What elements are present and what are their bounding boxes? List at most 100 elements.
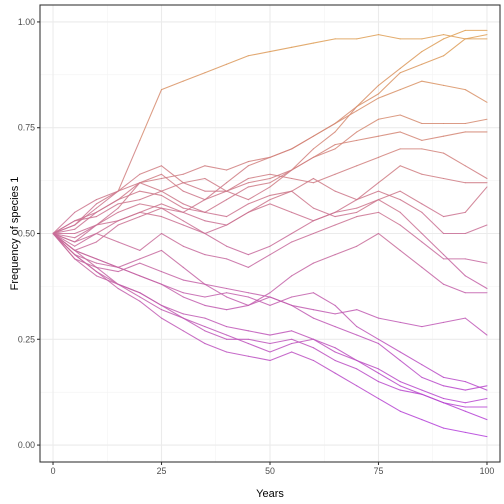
series-segment (443, 84, 466, 91)
series-segment (377, 67, 401, 86)
series-segment (117, 182, 141, 192)
series-segment (356, 309, 380, 319)
series-segment (443, 317, 466, 323)
series-segment (74, 254, 97, 273)
series-segment (182, 330, 206, 345)
series-segment (204, 232, 228, 247)
series-segment (269, 296, 293, 306)
x-tick-label: 100 (480, 466, 495, 476)
series-segment (443, 254, 466, 277)
series-segment (356, 118, 380, 133)
series-segment (226, 304, 249, 311)
series-segment (377, 317, 401, 323)
series-segment (443, 283, 466, 294)
series-segment (74, 207, 97, 226)
series-segment (291, 211, 314, 222)
series-segment (247, 292, 271, 298)
series-segment (247, 177, 271, 184)
series-segment (139, 275, 163, 285)
series-segment (356, 359, 380, 374)
series-segment (399, 165, 423, 175)
series-segment (247, 292, 271, 306)
series-segment (312, 173, 336, 184)
series-segment (421, 393, 445, 404)
series-segment (139, 296, 163, 311)
series-segment (356, 199, 380, 209)
series-segment (52, 232, 76, 243)
series-segment (226, 190, 249, 201)
series-segment (399, 63, 423, 74)
series-segment (356, 182, 380, 201)
series-segment (443, 34, 466, 40)
series-segment (312, 338, 336, 349)
series-segment (377, 34, 401, 40)
series-segment (356, 156, 380, 167)
series-segment (421, 38, 445, 53)
series-segment (182, 182, 206, 192)
series-segment (160, 173, 184, 180)
series-segment (269, 338, 293, 345)
series-segment (95, 266, 119, 273)
series-segment (247, 245, 271, 256)
series-segment (182, 279, 206, 285)
series-segment (377, 165, 401, 184)
series-segment (312, 359, 336, 374)
series-segment (160, 203, 184, 213)
series-segment (356, 385, 380, 400)
series-segment (204, 330, 228, 340)
series-line-20 (52, 232, 488, 438)
series-segment (312, 144, 336, 158)
series-segment (226, 182, 249, 192)
series-segment (443, 402, 466, 408)
series-segment (377, 199, 401, 213)
series-segment (269, 275, 293, 294)
series-segment (226, 177, 249, 192)
series-segment (443, 38, 466, 57)
series-segment (269, 169, 293, 180)
series-segment (464, 186, 488, 213)
series-segment (464, 397, 488, 404)
series-segment (269, 169, 293, 188)
series-segment (226, 203, 249, 218)
series-segment (139, 177, 163, 184)
series-segment (421, 55, 445, 65)
series-segment (464, 165, 488, 180)
series-segment (139, 165, 163, 175)
series-segment (464, 118, 488, 125)
series-line-1 (52, 34, 488, 235)
series-segment (182, 266, 206, 285)
series-segment (291, 42, 314, 48)
series-segment (247, 186, 271, 201)
series-segment (247, 156, 271, 163)
series-line-11 (52, 199, 488, 290)
series-segment (421, 203, 445, 218)
series-segment (52, 224, 76, 235)
series-segment (204, 63, 228, 74)
series-segment (160, 194, 184, 209)
series-segment (247, 330, 271, 336)
series-segment (377, 211, 401, 226)
series-segment (52, 232, 76, 239)
series-segment (269, 203, 293, 213)
series-segment (226, 258, 249, 268)
series-segment (399, 410, 423, 421)
series-segment (74, 203, 97, 226)
series-segment (95, 190, 119, 205)
series-segment (334, 165, 358, 175)
series-segment (334, 190, 358, 201)
series-segment (74, 199, 97, 213)
series-segment (399, 199, 423, 213)
series-segment (464, 410, 488, 421)
series-segment (204, 304, 228, 311)
y-tick-label: 0.75 (18, 123, 35, 133)
series-segment (204, 342, 228, 353)
series-segment (226, 165, 249, 184)
series-segment (443, 152, 466, 167)
series-segment (160, 249, 184, 268)
series-segment (74, 249, 97, 260)
series-segment (226, 334, 249, 345)
series-segment (247, 342, 271, 353)
series-segment (226, 296, 249, 306)
series-segment (443, 177, 466, 184)
series-segment (399, 51, 423, 70)
